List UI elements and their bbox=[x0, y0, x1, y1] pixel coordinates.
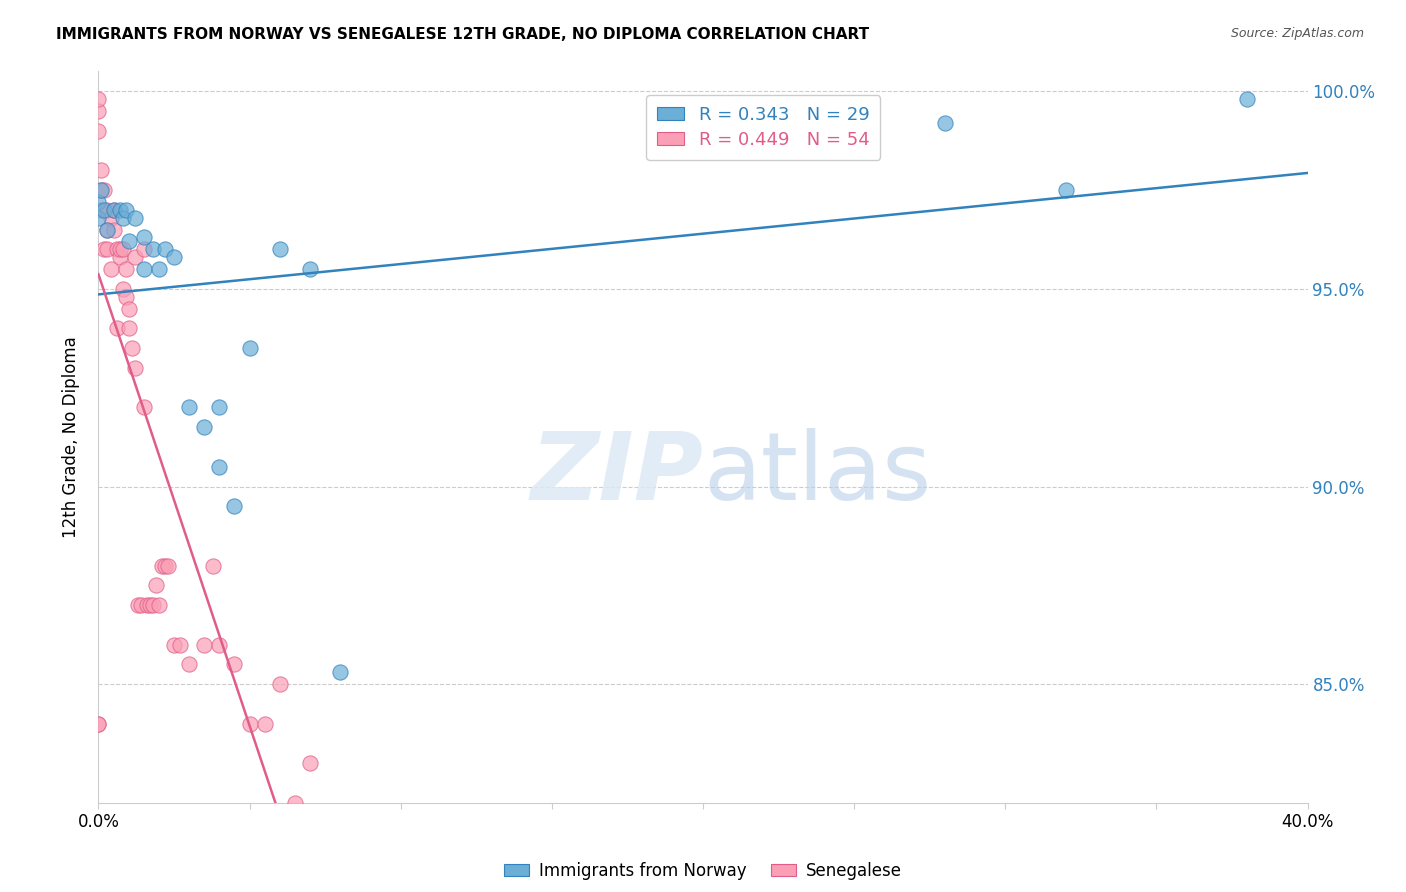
Point bbox=[179, 657, 201, 672]
Point bbox=[87, 716, 110, 731]
Point bbox=[96, 222, 118, 236]
Point bbox=[299, 756, 322, 771]
Point bbox=[124, 360, 146, 375]
Point bbox=[153, 558, 176, 573]
Point bbox=[87, 194, 110, 209]
Point bbox=[87, 123, 110, 137]
Point bbox=[132, 401, 155, 415]
Point bbox=[100, 211, 122, 225]
Text: IMMIGRANTS FROM NORWAY VS SENEGALESE 12TH GRADE, NO DIPLOMA CORRELATION CHART: IMMIGRANTS FROM NORWAY VS SENEGALESE 12T… bbox=[56, 27, 869, 42]
Point bbox=[132, 230, 155, 244]
Point bbox=[108, 202, 131, 217]
Point bbox=[139, 598, 162, 612]
Point bbox=[87, 92, 110, 106]
Point bbox=[132, 262, 155, 277]
Point bbox=[129, 598, 152, 612]
Point bbox=[118, 235, 141, 249]
Point bbox=[103, 222, 125, 236]
Point bbox=[111, 282, 134, 296]
Point bbox=[269, 677, 291, 691]
Point bbox=[87, 211, 110, 225]
Point bbox=[142, 242, 165, 256]
Point bbox=[108, 250, 131, 264]
Point bbox=[87, 103, 110, 118]
Point bbox=[114, 202, 136, 217]
Point bbox=[202, 558, 225, 573]
Point bbox=[253, 716, 276, 731]
Point bbox=[108, 242, 131, 256]
Point bbox=[156, 558, 179, 573]
Point bbox=[90, 183, 112, 197]
Point bbox=[111, 211, 134, 225]
Text: ZIP: ZIP bbox=[530, 427, 703, 520]
Point bbox=[179, 401, 201, 415]
Point bbox=[193, 420, 215, 434]
Legend: Immigrants from Norway, Senegalese: Immigrants from Norway, Senegalese bbox=[496, 855, 910, 887]
Point bbox=[224, 657, 246, 672]
Point bbox=[145, 578, 167, 592]
Point bbox=[111, 242, 134, 256]
Point bbox=[153, 242, 176, 256]
Point bbox=[169, 638, 191, 652]
Point bbox=[148, 598, 170, 612]
Point bbox=[87, 716, 110, 731]
Point bbox=[103, 202, 125, 217]
Text: Source: ZipAtlas.com: Source: ZipAtlas.com bbox=[1230, 27, 1364, 40]
Point bbox=[93, 242, 115, 256]
Point bbox=[148, 262, 170, 277]
Point bbox=[90, 163, 112, 178]
Point bbox=[208, 401, 231, 415]
Point bbox=[105, 321, 128, 335]
Point bbox=[90, 202, 112, 217]
Point bbox=[224, 500, 246, 514]
Point bbox=[127, 598, 149, 612]
Point bbox=[96, 202, 118, 217]
Point bbox=[100, 262, 122, 277]
Point bbox=[105, 242, 128, 256]
Point bbox=[163, 638, 186, 652]
Point bbox=[132, 242, 155, 256]
Point bbox=[239, 716, 262, 731]
Point bbox=[93, 183, 115, 197]
Point bbox=[124, 250, 146, 264]
Point bbox=[90, 183, 112, 197]
Point bbox=[193, 638, 215, 652]
Point bbox=[114, 262, 136, 277]
Point bbox=[284, 796, 307, 810]
Point bbox=[208, 459, 231, 474]
Point bbox=[96, 222, 118, 236]
Point bbox=[121, 341, 143, 355]
Point bbox=[118, 301, 141, 316]
Point bbox=[163, 250, 186, 264]
Point bbox=[1054, 183, 1077, 197]
Point bbox=[114, 290, 136, 304]
Point bbox=[96, 242, 118, 256]
Point bbox=[1236, 92, 1258, 106]
Text: atlas: atlas bbox=[703, 427, 931, 520]
Point bbox=[93, 202, 115, 217]
Point bbox=[208, 638, 231, 652]
Point bbox=[142, 598, 165, 612]
Point bbox=[135, 598, 157, 612]
Point bbox=[150, 558, 173, 573]
Point bbox=[124, 211, 146, 225]
Point bbox=[329, 665, 352, 680]
Point bbox=[239, 341, 262, 355]
Point bbox=[118, 321, 141, 335]
Point bbox=[103, 202, 125, 217]
Point bbox=[269, 242, 291, 256]
Point bbox=[299, 262, 322, 277]
Point bbox=[934, 116, 956, 130]
Y-axis label: 12th Grade, No Diploma: 12th Grade, No Diploma bbox=[62, 336, 80, 538]
